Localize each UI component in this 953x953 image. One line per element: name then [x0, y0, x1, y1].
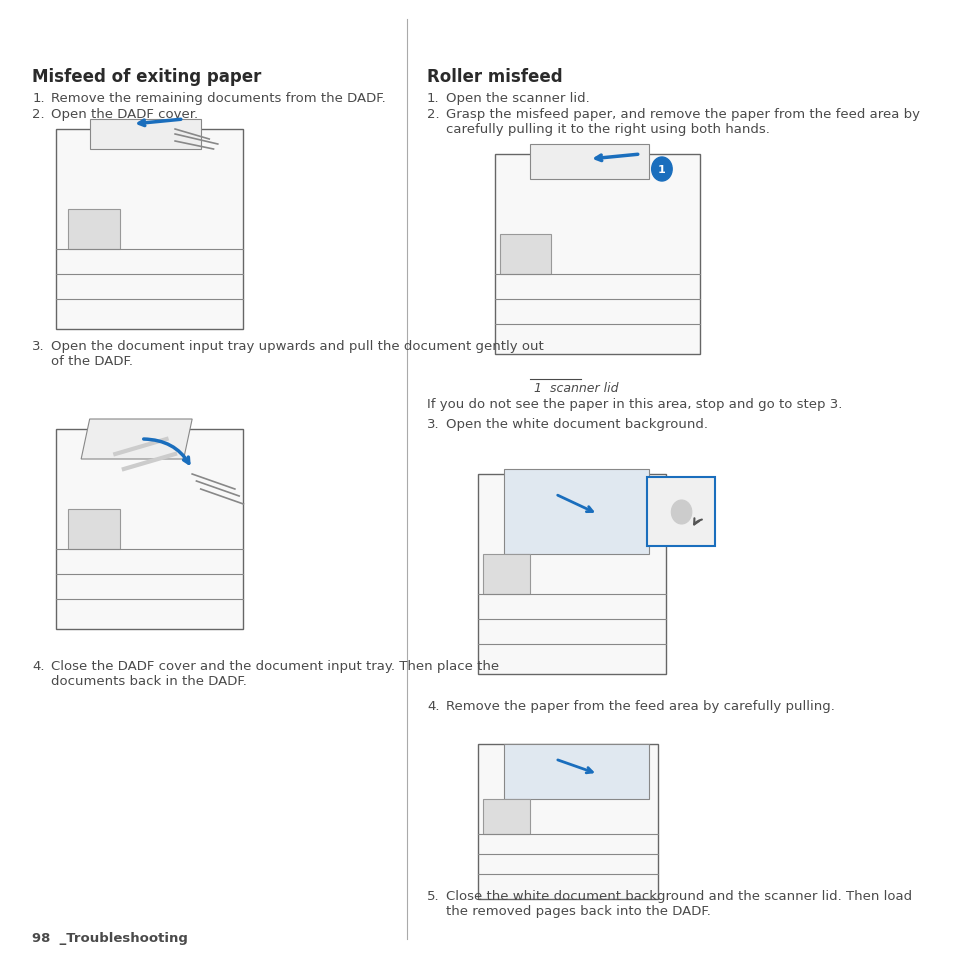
FancyBboxPatch shape	[69, 510, 119, 550]
Text: Open the DADF cover.: Open the DADF cover.	[51, 108, 198, 121]
Text: Remove the paper from the feed area by carefully pulling.: Remove the paper from the feed area by c…	[445, 700, 834, 712]
FancyBboxPatch shape	[499, 234, 550, 274]
Text: 4.: 4.	[32, 659, 45, 672]
Text: Open the scanner lid.: Open the scanner lid.	[445, 91, 589, 105]
Polygon shape	[81, 419, 192, 459]
FancyBboxPatch shape	[477, 744, 657, 899]
FancyBboxPatch shape	[503, 470, 648, 555]
Text: Misfeed of exiting paper: Misfeed of exiting paper	[32, 68, 261, 86]
Text: 4.: 4.	[427, 700, 439, 712]
Text: Close the DADF cover and the document input tray. Then place the
documents back : Close the DADF cover and the document in…	[51, 659, 498, 687]
Text: Open the white document background.: Open the white document background.	[445, 417, 707, 431]
Text: 1  scanner lid: 1 scanner lid	[534, 381, 618, 395]
Text: 3.: 3.	[32, 339, 45, 353]
FancyBboxPatch shape	[90, 120, 200, 150]
FancyBboxPatch shape	[55, 130, 243, 330]
Text: 3.: 3.	[427, 417, 439, 431]
Text: Close the white document background and the scanner lid. Then load
the removed p: Close the white document background and …	[445, 889, 911, 917]
Text: 1.: 1.	[32, 91, 45, 105]
Text: If you do not see the paper in this area, stop and go to step 3.: If you do not see the paper in this area…	[427, 397, 841, 411]
Text: 2.: 2.	[32, 108, 45, 121]
FancyBboxPatch shape	[482, 555, 529, 595]
FancyBboxPatch shape	[482, 800, 529, 834]
FancyBboxPatch shape	[69, 210, 119, 250]
Text: 1: 1	[658, 165, 665, 174]
Text: Open the document input tray upwards and pull the document gently out
of the DAD: Open the document input tray upwards and…	[51, 339, 543, 368]
Text: Remove the remaining documents from the DADF.: Remove the remaining documents from the …	[51, 91, 386, 105]
FancyBboxPatch shape	[503, 744, 648, 800]
Text: 2.: 2.	[427, 108, 439, 121]
Circle shape	[671, 500, 691, 524]
FancyBboxPatch shape	[495, 154, 700, 355]
Text: Grasp the misfeed paper, and remove the paper from the feed area by
carefully pu: Grasp the misfeed paper, and remove the …	[445, 108, 919, 136]
FancyBboxPatch shape	[647, 477, 714, 546]
FancyBboxPatch shape	[477, 475, 665, 675]
Text: Roller misfeed: Roller misfeed	[427, 68, 562, 86]
Text: 5.: 5.	[427, 889, 439, 902]
Text: 1.: 1.	[427, 91, 439, 105]
FancyBboxPatch shape	[55, 430, 243, 629]
Circle shape	[651, 158, 672, 182]
FancyBboxPatch shape	[529, 145, 648, 180]
Text: 98  _Troubleshooting: 98 _Troubleshooting	[32, 931, 188, 944]
